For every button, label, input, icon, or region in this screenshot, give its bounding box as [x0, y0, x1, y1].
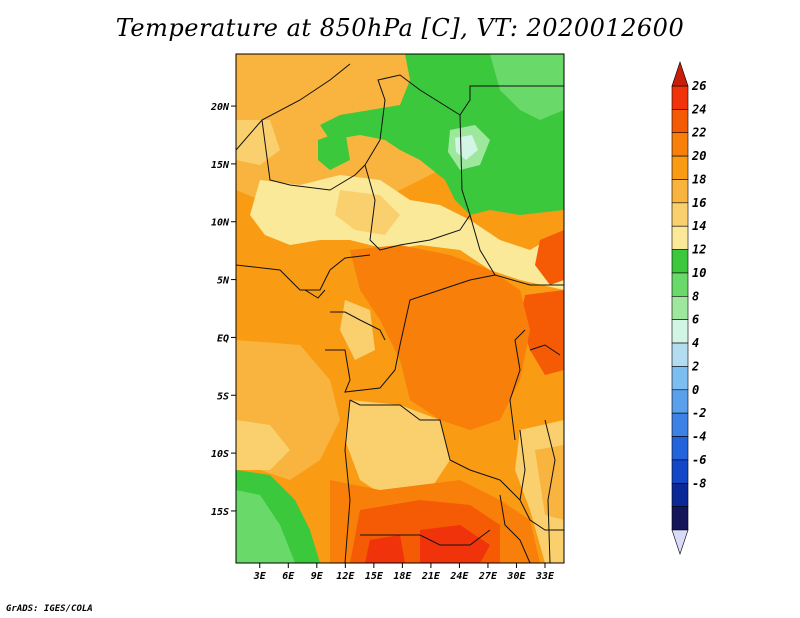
colorbar-label: 12 — [692, 243, 706, 257]
colorbar-segment — [671, 202, 689, 227]
country-borders — [236, 63, 564, 563]
colorbar-segment — [671, 296, 689, 320]
colorbar-label: 10 — [692, 266, 706, 280]
colorbar-segment — [671, 179, 689, 204]
colorbar-label: 20 — [691, 149, 706, 163]
colorbar-label: 24 — [691, 102, 706, 116]
colorbar-bottom-arrow — [671, 529, 689, 555]
colorbar-segment — [671, 342, 689, 367]
temperature-field — [236, 54, 564, 563]
colorbar-label: 6 — [692, 313, 699, 327]
colorbar-segment — [671, 506, 689, 531]
lon-tick-label: 30E — [506, 571, 526, 582]
lat-tick-label: EQ — [217, 333, 229, 344]
lon-tick-label: 9E — [311, 571, 324, 582]
lat-tick-label: 10S — [211, 449, 229, 460]
colorbar-segment — [671, 319, 689, 344]
lon-tick-label: 15E — [365, 571, 384, 582]
colorbar-segment — [671, 249, 689, 274]
colorbar-label: 8 — [692, 289, 699, 303]
colorbar-segment — [671, 482, 689, 507]
colorbar-label: -8 — [692, 476, 706, 490]
colorbar-segment — [671, 272, 689, 297]
lon-tick-label: 12E — [336, 571, 355, 582]
colorbar-label: 26 — [691, 79, 706, 93]
lon-tick-label: 3E — [253, 571, 267, 582]
colorbar-label: 2 — [691, 359, 699, 373]
chart-title: Temperature at 850hPa [C], VT: 202001260… — [115, 14, 685, 42]
colorbar-segment — [671, 109, 689, 134]
lat-tick-label: 20N — [210, 102, 230, 113]
colorbar-segment — [671, 389, 689, 414]
lon-tick-label: 21E — [421, 571, 441, 582]
latitude-axis: 20N 15N 10N 5N EQ 5S 10S 15S — [210, 102, 236, 518]
colorbar-segment — [671, 412, 689, 437]
map-frame — [235, 53, 565, 564]
colorbar-segment — [671, 132, 689, 157]
colorbar-label: 4 — [692, 336, 699, 350]
colorbar-label: 18 — [692, 172, 706, 186]
lon-tick-label: 33E — [535, 571, 555, 582]
lon-tick-label: 6E — [282, 571, 295, 582]
colorbar-segment — [671, 436, 689, 461]
lat-tick-label: 10N — [211, 218, 230, 229]
colorbar-label: 22 — [691, 126, 706, 140]
lon-tick-label: 27E — [478, 571, 498, 582]
colorbar-label: 16 — [692, 196, 706, 210]
lon-tick-label: 24E — [449, 571, 469, 582]
colorbar-label: -2 — [692, 406, 706, 420]
lat-tick-label: 15S — [211, 507, 229, 518]
colorbar-top-arrow — [671, 61, 689, 87]
colorbar-label: -6 — [692, 453, 706, 467]
longitude-axis: 3E 6E 9E 12E 15E 18E 21E 24E 27E 30E 33E — [253, 563, 555, 582]
lon-tick-label: 18E — [393, 571, 412, 582]
lat-tick-label: 5S — [217, 391, 229, 402]
colorbar-label: 14 — [692, 219, 706, 233]
lat-tick-label: 5N — [217, 276, 230, 287]
grads-credit: GrADS: IGES/COLA — [6, 604, 93, 614]
colorbar-segment — [671, 225, 689, 250]
lat-tick-label: 15N — [211, 160, 230, 171]
colorbar-label: -4 — [692, 430, 706, 444]
colorbar-segment — [671, 155, 689, 180]
colorbar-segment — [671, 459, 689, 484]
colorbar-segment — [671, 366, 689, 391]
colorbar-segment — [671, 85, 689, 110]
colorbar-label: 0 — [692, 383, 699, 397]
